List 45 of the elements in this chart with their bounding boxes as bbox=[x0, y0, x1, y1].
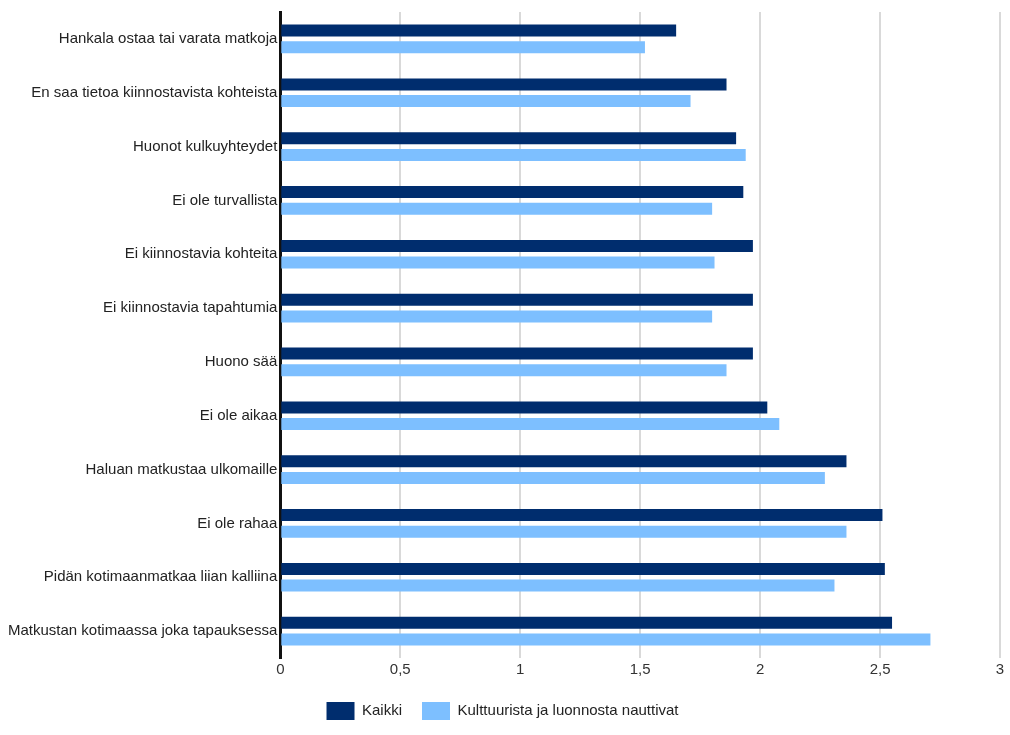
x-tick-label: 0 bbox=[276, 660, 285, 678]
y-tick-label: Huonot kulkuyhteydet bbox=[133, 136, 279, 154]
bar bbox=[281, 310, 713, 323]
bar bbox=[281, 293, 753, 306]
bar bbox=[281, 633, 931, 646]
y-tick-label: Hankala ostaa tai varata matkoja bbox=[58, 29, 278, 47]
bar bbox=[281, 401, 768, 414]
bar bbox=[281, 239, 753, 252]
bar bbox=[281, 562, 885, 575]
x-tick-label: 1,5 bbox=[629, 660, 651, 678]
x-tick-label: 0,5 bbox=[389, 660, 411, 678]
bar bbox=[281, 509, 883, 522]
legend-label: Kulttuurista ja luonnosta nauttivat bbox=[457, 701, 680, 719]
bar bbox=[281, 78, 727, 91]
bar bbox=[281, 471, 825, 484]
bar bbox=[281, 95, 691, 108]
y-tick-label: En saa tietoa kiinnostavista kohteista bbox=[31, 82, 278, 100]
y-tick-label: Ei ole turvallista bbox=[172, 190, 278, 208]
y-tick-label: Huono sää bbox=[204, 352, 278, 370]
bar bbox=[281, 616, 893, 629]
bar bbox=[281, 148, 746, 161]
bar bbox=[281, 132, 737, 145]
y-tick-label: Ei kiinnostavia kohteita bbox=[124, 244, 278, 262]
x-tick-label: 3 bbox=[995, 660, 1005, 678]
bar bbox=[281, 579, 835, 592]
x-tick-label: 1 bbox=[516, 660, 525, 678]
bar bbox=[281, 24, 677, 37]
y-tick-label: Ei ole rahaa bbox=[197, 513, 278, 531]
y-tick-label: Ei kiinnostavia tapahtumia bbox=[103, 298, 278, 316]
bar bbox=[281, 202, 713, 215]
x-tick-label: 2,5 bbox=[869, 660, 891, 678]
bar bbox=[281, 364, 727, 377]
y-tick-label: Haluan matkustaa ulkomaille bbox=[85, 459, 278, 477]
y-tick-label: Pidän kotimaanmatkaa liian kalliina bbox=[43, 567, 278, 585]
bar bbox=[281, 455, 847, 468]
bar bbox=[281, 186, 744, 199]
bar bbox=[281, 41, 645, 54]
bar bbox=[281, 256, 715, 269]
y-tick-label: Ei ole aikaa bbox=[199, 405, 278, 423]
bar bbox=[281, 347, 753, 360]
legend-label: Kaikki bbox=[362, 701, 403, 719]
bar bbox=[281, 525, 847, 538]
bar bbox=[281, 418, 780, 431]
x-tick-label: 2 bbox=[755, 660, 765, 678]
y-tick-label: Matkustan kotimaassa joka tapauksessa bbox=[7, 621, 278, 639]
